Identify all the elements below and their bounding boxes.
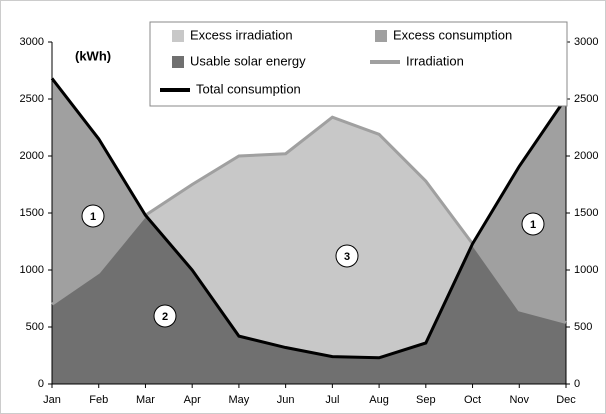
x-tick-label: Nov [509,394,529,406]
x-tick-label: Mar [136,394,155,406]
legend-label: Excess consumption [393,27,512,42]
y-tick-label: 3000 [20,36,44,48]
annotation: 3 [344,251,350,263]
x-tick-label: Oct [464,394,481,406]
y2-tick-label: 2000 [574,150,598,162]
y-tick-label: 2500 [20,93,44,105]
x-tick-label: Jan [43,394,61,406]
annotation-circle [521,212,545,236]
y2-tick-label: 3000 [574,36,598,48]
legend-box [149,21,568,107]
y2-tick-label: 0 [574,378,580,390]
y-tick-label: 1000 [20,264,44,276]
x-tick-label: Jul [325,394,339,406]
x-tick-label: Sep [416,394,436,406]
x-tick-label: Jun [277,394,295,406]
y-tick-label: 0 [38,378,44,390]
consumption-line [50,77,568,360]
y2-tick-label: 1000 [574,264,598,276]
x-tick-label: Apr [184,394,201,406]
annotation: 1 [90,211,96,223]
y2-tick-label: 1500 [574,207,598,219]
legend-label: Total consumption [196,81,301,96]
legend-swatch [172,56,184,68]
y2-tick-label: 500 [574,321,592,333]
annotation-circle [153,304,177,328]
y-tick-label: 2000 [20,150,44,162]
irradiation-line [51,115,567,324]
x-tick-label: May [229,394,250,406]
legend-label: Excess irradiation [190,27,293,42]
legend: Excess irradiation Excess consumption Usab… [149,21,568,107]
annotation: 1 [530,219,536,231]
x-tick-label: Feb [89,394,108,406]
unit-label: (kWh) [75,48,111,63]
x-tick-label: Dec [556,394,576,406]
legend-swatch [375,30,387,42]
legend-swatch [172,30,184,42]
legend-label: Usable solar energy [190,53,306,68]
annotation: 2 [162,311,168,323]
legend-label: Irradiation [406,53,464,68]
plot-area [48,41,570,388]
y-tick-label: 1500 [20,207,44,219]
y2-tick-label: 2500 [574,93,598,105]
x-tick-label: Aug [369,394,389,406]
annotation-circle [81,204,105,228]
annotation-circle [335,244,359,268]
y-tick-label: 500 [26,321,44,333]
